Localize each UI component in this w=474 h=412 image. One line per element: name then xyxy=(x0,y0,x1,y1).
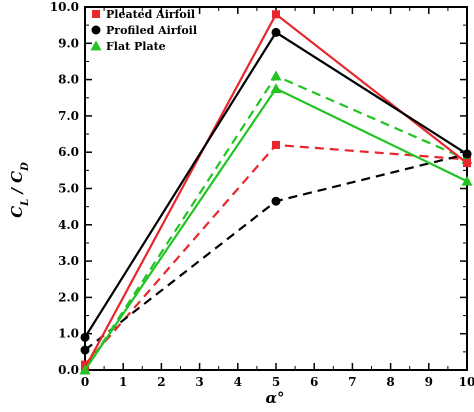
y-axis-label-text: CL / CD xyxy=(8,162,31,218)
x-tick-label: 0 xyxy=(81,375,89,389)
y-tick-label: 9.0 xyxy=(58,36,79,50)
y-tick-label: 2.0 xyxy=(58,290,79,304)
circle-marker xyxy=(80,345,90,355)
y-tick-label: 0.0 xyxy=(58,363,79,377)
y-tick-label: 6.0 xyxy=(58,145,79,159)
triangle-marker xyxy=(90,40,102,51)
x-tick-label: 1 xyxy=(119,375,127,389)
square-marker xyxy=(272,10,280,19)
x-axis-label: α° xyxy=(265,389,284,407)
series-flat-plate xyxy=(79,83,473,375)
x-tick-label: 5 xyxy=(272,375,280,389)
series-layer xyxy=(79,10,473,375)
y-axis-label: CL / CD xyxy=(8,162,31,218)
square-marker xyxy=(92,10,100,18)
square-marker xyxy=(272,140,280,149)
legend-label: Profiled Airfoil xyxy=(106,24,197,37)
legend-label: Flat Plate xyxy=(106,40,166,53)
y-tick-label: 3.0 xyxy=(58,254,79,268)
x-tick-label: 7 xyxy=(348,375,356,389)
y-tick-label: 8.0 xyxy=(58,73,79,87)
axes: 0 1 2 3 4 5 6 7 8 9 10 0.0 1.0 2.0 3.0 4.0 5.0 6.0 7.0 8.0 9… xyxy=(50,0,474,389)
circle-marker xyxy=(91,25,101,35)
triangle-marker xyxy=(79,364,91,375)
y-tick-label: 5.0 xyxy=(58,182,79,196)
triangle-marker xyxy=(270,70,282,81)
y-tick-label: 7.0 xyxy=(58,109,79,123)
x-tick-label: 10 xyxy=(459,375,474,389)
x-tick-label: 3 xyxy=(195,375,203,389)
x-tick-label: 6 xyxy=(310,375,318,389)
series-profiled-airfoil xyxy=(80,27,472,342)
x-tick-label: 2 xyxy=(157,375,165,389)
square-marker xyxy=(463,159,471,168)
legend: Pleated Airfoil Profiled Airfoil Flat Plat… xyxy=(90,8,197,53)
legend-item: Pleated Airfoil xyxy=(92,8,195,21)
triangle-marker xyxy=(270,83,282,94)
x-tick-label: 8 xyxy=(386,375,394,389)
x-tick-label: 9 xyxy=(425,375,433,389)
circle-marker xyxy=(462,149,472,159)
circle-marker xyxy=(271,196,281,206)
legend-item: Profiled Airfoil xyxy=(91,24,197,37)
y-tick-label: 10.0 xyxy=(50,0,79,14)
triangle-marker xyxy=(461,175,473,186)
y-tick-label: 4.0 xyxy=(58,218,79,232)
legend-label: Pleated Airfoil xyxy=(106,8,195,21)
circle-marker xyxy=(80,332,90,342)
y-tick-label: 1.0 xyxy=(58,327,79,341)
circle-marker xyxy=(271,27,281,37)
legend-item: Flat Plate xyxy=(90,40,166,53)
x-tick-label: 4 xyxy=(234,375,242,389)
